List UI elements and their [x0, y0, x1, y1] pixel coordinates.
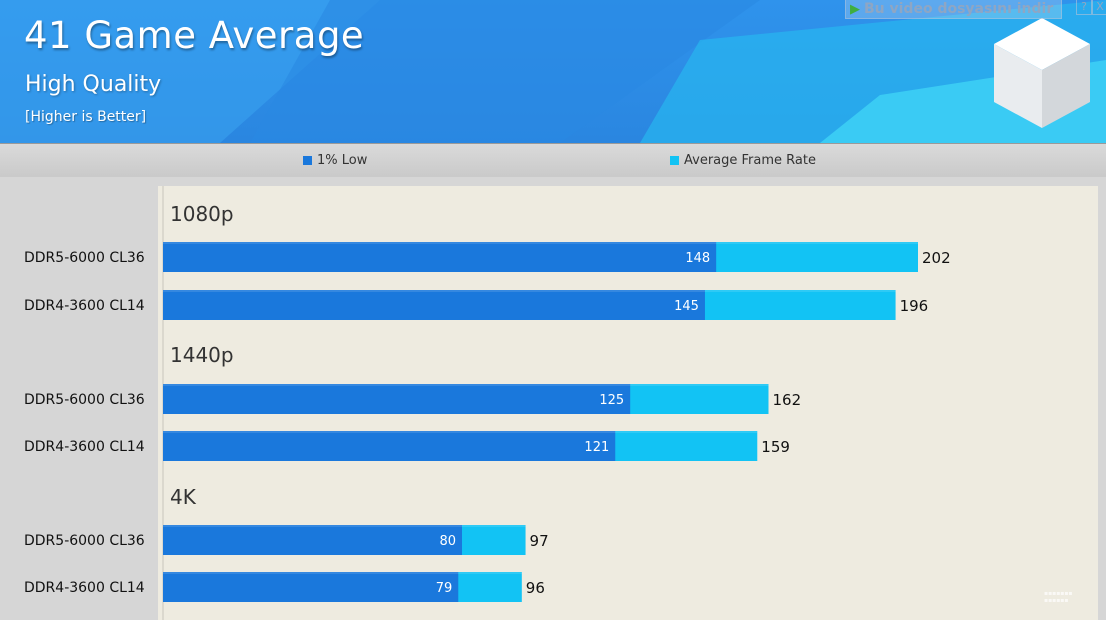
legend-item-1pct-low: 1% Low: [303, 153, 367, 168]
close-button[interactable]: X: [1092, 0, 1106, 15]
category-label: DDR4-3600 CL14: [24, 298, 145, 314]
data-label-1pct-low: 125: [599, 393, 624, 408]
legend: 1% Low Average Frame Rate: [0, 143, 1106, 178]
bar-1pct-low: [163, 572, 459, 602]
bar-1pct-low: [163, 242, 717, 272]
bar-highlight: [163, 384, 769, 386]
help-button[interactable]: ?: [1076, 0, 1092, 15]
category-label: DDR4-3600 CL14: [24, 580, 145, 596]
group-label: 1440p: [170, 343, 234, 367]
bar-1pct-low: [163, 290, 705, 320]
download-video-label: Bu video dosyasını indir: [864, 1, 1054, 17]
chart-title: 41 Game Average: [24, 14, 365, 57]
download-video-button[interactable]: ▶ Bu video dosyasını indir: [845, 0, 1063, 19]
legend-item-average: Average Frame Rate: [670, 153, 816, 168]
legend-swatch-average: [670, 156, 679, 165]
cube-logo-icon: [994, 18, 1090, 128]
data-label-average: 96: [526, 579, 545, 597]
data-label-1pct-low: 121: [584, 440, 609, 455]
bar-highlight: [163, 572, 522, 574]
bar-highlight: [163, 431, 758, 433]
watermark-logo: ▪▪▪▪▪▪▪ ▪▪▪▪▪▪: [1044, 590, 1073, 604]
chart-subtitle: High Quality: [25, 72, 162, 97]
chart-header: 41 Game Average High Quality [Higher is …: [0, 0, 1106, 143]
legend-swatch-1pct-low: [303, 156, 312, 165]
chart-note: [Higher is Better]: [25, 109, 147, 125]
category-label: DDR5-6000 CL36: [24, 250, 145, 266]
data-label-average: 196: [900, 297, 929, 315]
bar-highlight: [163, 242, 918, 244]
bar-highlight: [163, 290, 896, 292]
data-label-average: 159: [761, 438, 790, 456]
group-label: 1080p: [170, 202, 234, 226]
legend-label-1pct-low: 1% Low: [317, 153, 368, 168]
data-label-average: 202: [922, 249, 951, 267]
category-label: DDR4-3600 CL14: [24, 439, 145, 455]
bar-highlight: [163, 525, 526, 527]
bar-1pct-low: [163, 431, 616, 461]
category-label: DDR5-6000 CL36: [24, 533, 145, 549]
data-label-average: 162: [772, 391, 801, 409]
bar-1pct-low: [163, 525, 463, 555]
data-label-1pct-low: 79: [436, 581, 453, 596]
bar-1pct-low: [163, 384, 631, 414]
group-label: 4K: [170, 485, 197, 509]
play-icon: ▶: [850, 1, 860, 17]
data-label-average: 97: [530, 532, 549, 550]
data-label-1pct-low: 145: [674, 299, 699, 314]
category-label: DDR5-6000 CL36: [24, 392, 145, 408]
data-label-1pct-low: 80: [439, 534, 456, 549]
legend-label-average: Average Frame Rate: [684, 153, 816, 168]
data-label-1pct-low: 148: [685, 251, 710, 266]
